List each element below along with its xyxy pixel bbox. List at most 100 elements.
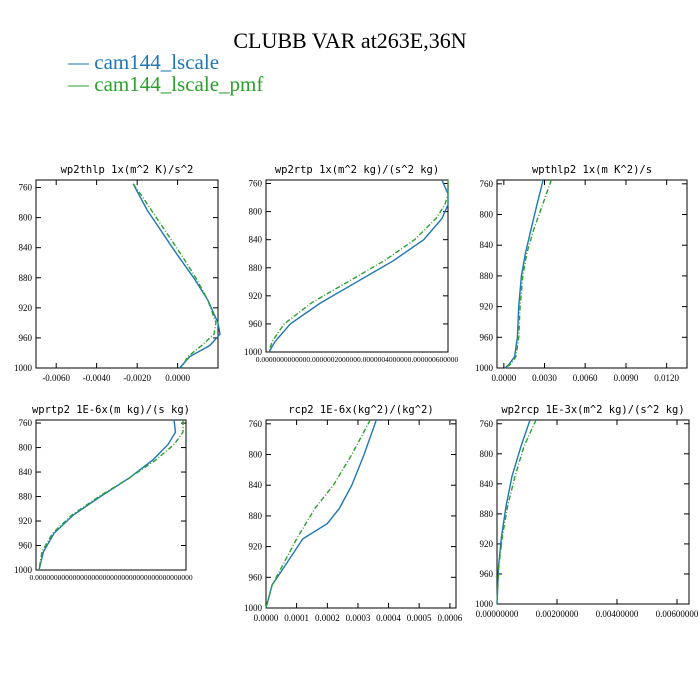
panel-title: rcp2 1E-6x(kg^2)/(kg^2) bbox=[288, 404, 433, 416]
y-tick-label: 840 bbox=[480, 240, 494, 250]
series-line-lscale bbox=[268, 179, 449, 353]
plot-panel-5: rcp2 1E-6x(kg^2)/(kg^2) 760 800 840 880 920 96… bbox=[244, 404, 463, 623]
y-tick-label: 960 bbox=[249, 572, 263, 582]
x-tick-label: 0.0006 bbox=[438, 613, 463, 623]
x-tick-label: 0.00200000 bbox=[536, 609, 579, 619]
y-tick-label: 960 bbox=[249, 319, 263, 329]
y-tick-label: 800 bbox=[19, 443, 33, 453]
plot-panel-4: wprtp2 1E-6x(m kg)/(s kg) 760 800 840 880 920… bbox=[14, 404, 193, 582]
legend-dash: — bbox=[68, 72, 95, 96]
plot-panel-1: wp2thlp 1x(m^2 K)/s^2 760 800 840 880 920 960 1… bbox=[14, 164, 221, 383]
y-tick-label: 960 bbox=[480, 332, 494, 342]
y-tick-label: 800 bbox=[249, 207, 263, 217]
y-tick-label: 760 bbox=[19, 418, 33, 428]
x-tick-label: 0.0004 bbox=[376, 613, 401, 623]
y-tick-label: 840 bbox=[249, 480, 263, 490]
y-tick-label: 800 bbox=[480, 210, 494, 220]
y-tick-label: 800 bbox=[19, 213, 33, 223]
y-tick-label: 920 bbox=[19, 303, 33, 313]
x-tick-label: 0.0005 bbox=[407, 613, 432, 623]
y-tick-label: 1000 bbox=[14, 363, 33, 373]
series-line-lscale-pmf bbox=[265, 419, 371, 609]
x-tick-label: 0.0000 bbox=[491, 373, 516, 383]
x-tick-label: 0.0002 bbox=[315, 613, 340, 623]
y-tick-label: 760 bbox=[480, 419, 494, 429]
x-tick-label: 0.0000 bbox=[165, 373, 190, 383]
y-tick-label: 880 bbox=[480, 509, 494, 519]
y-tick-label: 840 bbox=[249, 235, 263, 245]
y-tick-label: 1000 bbox=[14, 565, 33, 575]
legend-label: cam144_lscale bbox=[94, 50, 220, 74]
x-tick-label: -0.0060 bbox=[42, 373, 70, 383]
panel-title: wpthlp2 1x(m K^2)/s bbox=[532, 164, 652, 176]
y-tick-label: 960 bbox=[19, 333, 33, 343]
y-tick-label: 840 bbox=[480, 479, 494, 489]
y-tick-label: 880 bbox=[480, 271, 494, 281]
plot-panel-6: wp2rcp 1E-3x(m^2 kg)/(s^2 kg) 760 800 840 88… bbox=[475, 404, 699, 619]
y-tick-label: 920 bbox=[249, 291, 263, 301]
x-tick-label: 0.00000000000000000000000000000000000000… bbox=[29, 573, 192, 582]
plot-panel-3: wpthlp2 1x(m K^2)/s 760 800 840 880 920 960 100… bbox=[475, 164, 688, 383]
plot-panel-2: wp2rtp 1x(m^2 kg)/(s^2 kg) 760 800 840 880 92… bbox=[244, 164, 459, 364]
legend-item-lscale: — cam144_lscale bbox=[68, 50, 219, 75]
y-tick-label: 800 bbox=[480, 449, 494, 459]
panel-title: wp2rtp 1x(m^2 kg)/(s^2 kg) bbox=[275, 164, 439, 176]
y-tick-label: 760 bbox=[249, 419, 263, 429]
y-tick-label: 880 bbox=[19, 273, 33, 283]
x-tick-label: 0.0000000000000.0000002000000.0000004000… bbox=[256, 355, 459, 364]
y-tick-label: 920 bbox=[249, 542, 263, 552]
plot-frame bbox=[496, 179, 688, 369]
y-tick-label: 760 bbox=[19, 183, 33, 193]
x-tick-label: 0.0120 bbox=[654, 373, 679, 383]
series-line-lscale bbox=[504, 179, 544, 369]
series-line-lscale bbox=[496, 419, 531, 605]
plot-frame bbox=[265, 179, 449, 353]
series-line-lscale bbox=[265, 419, 377, 609]
y-tick-label: 1000 bbox=[244, 603, 263, 613]
x-tick-label: -0.0020 bbox=[123, 373, 151, 383]
x-tick-label: 0.0000 bbox=[254, 613, 279, 623]
panel-title: wp2rcp 1E-3x(m^2 kg)/(s^2 kg) bbox=[501, 404, 684, 416]
panel-title: wp2thlp 1x(m^2 K)/s^2 bbox=[61, 164, 194, 176]
y-tick-label: 960 bbox=[480, 569, 494, 579]
series-line-lscale bbox=[132, 183, 221, 369]
series-line-lscale-pmf bbox=[496, 419, 537, 605]
plot-frame bbox=[35, 179, 219, 369]
y-tick-label: 760 bbox=[480, 179, 494, 189]
x-tick-label: 0.00000000 bbox=[476, 609, 519, 619]
y-tick-label: 880 bbox=[249, 511, 263, 521]
plot-frame bbox=[35, 419, 187, 571]
x-tick-label: 0.0001 bbox=[284, 613, 309, 623]
y-tick-label: 920 bbox=[480, 302, 494, 312]
y-tick-label: 1000 bbox=[244, 347, 263, 357]
series-line-lscale bbox=[38, 419, 177, 571]
legend-label: cam144_lscale_pmf bbox=[94, 72, 264, 96]
y-tick-label: 800 bbox=[249, 450, 263, 460]
series-line-lscale-pmf bbox=[268, 180, 449, 353]
series-line-lscale-pmf bbox=[504, 179, 552, 369]
series-line-lscale-pmf bbox=[132, 183, 217, 369]
y-tick-label: 1000 bbox=[475, 599, 494, 609]
y-tick-label: 880 bbox=[249, 263, 263, 273]
y-tick-label: 880 bbox=[19, 492, 33, 502]
legend-item-lscale-pmf: — cam144_lscale_pmf bbox=[68, 72, 263, 97]
y-tick-label: 840 bbox=[19, 243, 33, 253]
plot-frame bbox=[496, 419, 690, 605]
panel-title: wprtp2 1E-6x(m kg)/(s kg) bbox=[32, 404, 190, 416]
x-tick-label: 0.00600000 bbox=[656, 609, 699, 619]
legend-dash: — bbox=[68, 50, 95, 74]
page-title: CLUBB VAR at263E,36N bbox=[233, 28, 467, 53]
y-tick-label: 960 bbox=[19, 541, 33, 551]
y-tick-label: 1000 bbox=[475, 363, 494, 373]
y-tick-label: 920 bbox=[480, 539, 494, 549]
series-line-lscale-pmf bbox=[38, 420, 184, 571]
plot-frame bbox=[265, 419, 457, 609]
x-tick-label: 0.0003 bbox=[346, 613, 371, 623]
x-tick-label: 0.0030 bbox=[532, 373, 557, 383]
x-tick-label: 0.00400000 bbox=[596, 609, 639, 619]
x-tick-label: -0.0040 bbox=[83, 373, 111, 383]
y-tick-label: 920 bbox=[19, 516, 33, 526]
y-tick-label: 840 bbox=[19, 467, 33, 477]
x-tick-label: 0.0060 bbox=[573, 373, 598, 383]
